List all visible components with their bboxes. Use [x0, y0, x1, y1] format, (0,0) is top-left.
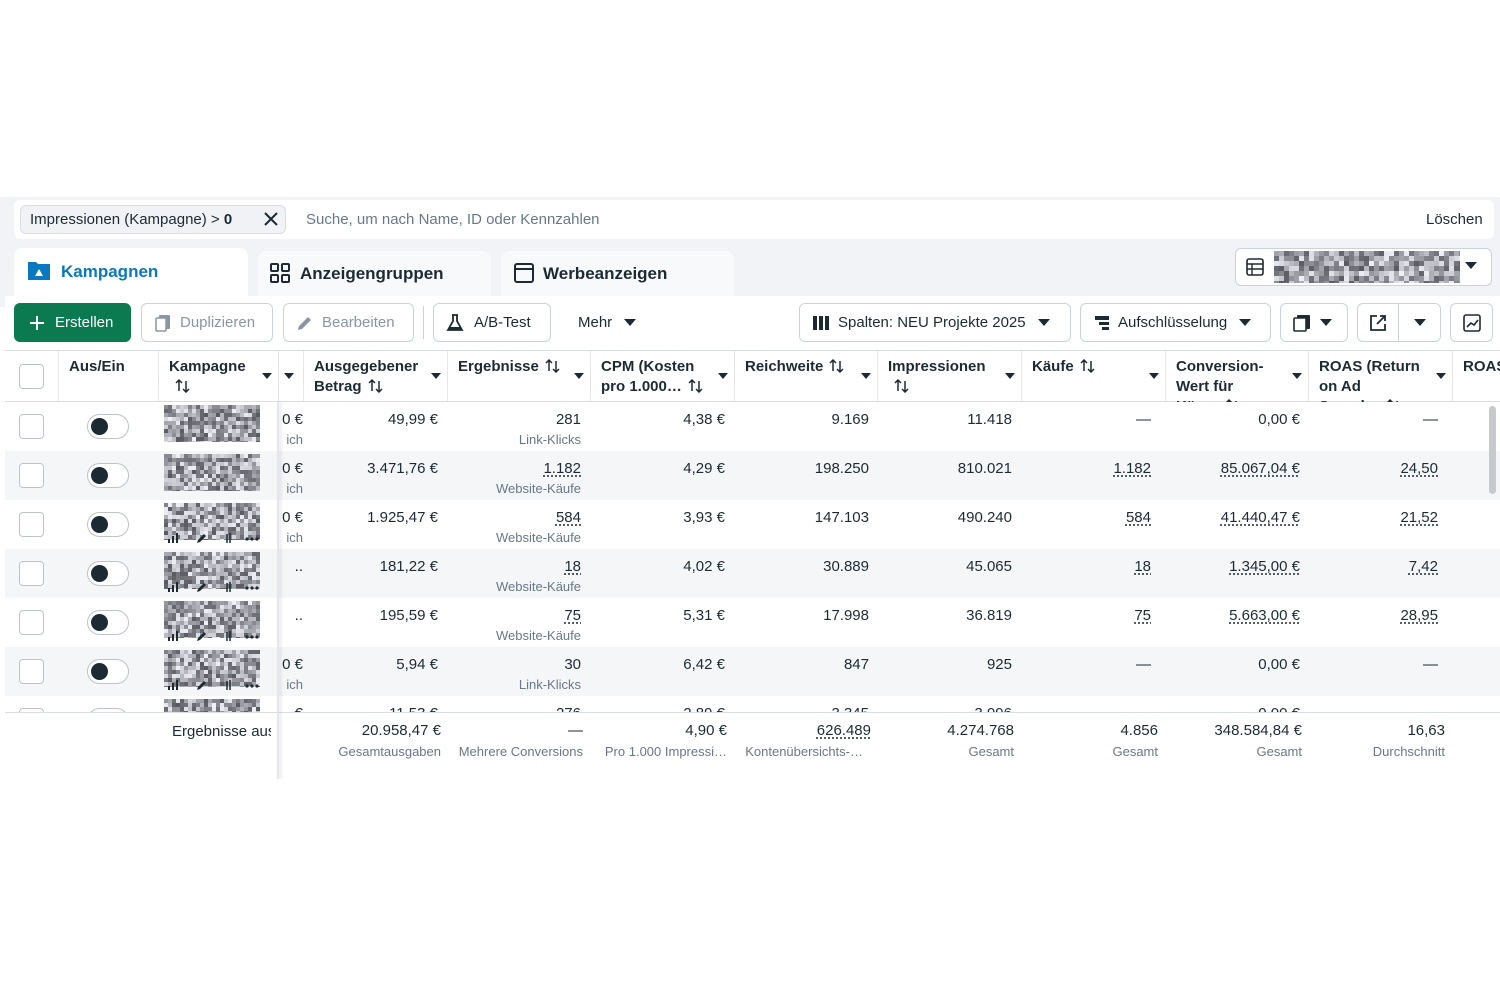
- edit-button[interactable]: Bearbeiten: [283, 303, 414, 342]
- button-label: Duplizieren: [180, 314, 256, 331]
- button-label: Mehr: [578, 314, 613, 331]
- chip-close[interactable]: [263, 211, 279, 227]
- ab-test-button[interactable]: A/B-Test: [433, 303, 551, 342]
- account-name-blurred: [1274, 251, 1460, 283]
- tab-label[interactable]: Kampagnen: [61, 262, 159, 281]
- breakdown-button[interactable]: Aufschlüsselung: [1080, 303, 1271, 342]
- account-icon: [1246, 258, 1264, 276]
- tab-label[interactable]: Werbeanzeigen: [543, 264, 668, 283]
- tab-label[interactable]: Anzeigengruppen: [300, 264, 444, 283]
- clear-button[interactable]: Löschen: [1426, 211, 1483, 228]
- duplicate-button[interactable]: Duplizieren: [141, 303, 273, 342]
- export-menu[interactable]: [1398, 303, 1441, 342]
- create-button[interactable]: Erstellen: [14, 303, 131, 342]
- tab[interactable]: [501, 251, 734, 296]
- button-label: Bearbeiten: [322, 314, 395, 331]
- separator: [423, 306, 424, 339]
- chip-label: Impressionen (Kampagne) >: [30, 211, 220, 228]
- button-label: A/B-Test: [474, 314, 531, 331]
- chip-value: 0: [223, 211, 233, 228]
- button-label: Erstellen: [55, 314, 114, 331]
- chart-button[interactable]: [1450, 303, 1493, 342]
- tab[interactable]: [14, 248, 248, 303]
- main-panel: [5, 296, 1500, 779]
- more-button[interactable]: Mehr: [566, 303, 650, 342]
- tab-icon: [514, 263, 534, 283]
- filter-chip[interactable]: [20, 205, 286, 234]
- chip-text: Impressionen (Kampagne) > 0: [30, 211, 232, 228]
- export-button[interactable]: [1357, 303, 1399, 342]
- reports-button[interactable]: [1280, 303, 1348, 342]
- tab-icon: [28, 262, 50, 280]
- tab-icon: [270, 263, 290, 283]
- tab[interactable]: [258, 251, 491, 296]
- button-label: Aufschlüsselung: [1118, 314, 1228, 331]
- search-placeholder[interactable]: Suche, um nach Name, ID oder Kennzahlen: [306, 211, 600, 228]
- button-label: Spalten: NEU Projekte 2025: [838, 314, 1026, 331]
- dropdown-caret: [1465, 262, 1477, 269]
- columns-button[interactable]: Spalten: NEU Projekte 2025: [799, 303, 1071, 342]
